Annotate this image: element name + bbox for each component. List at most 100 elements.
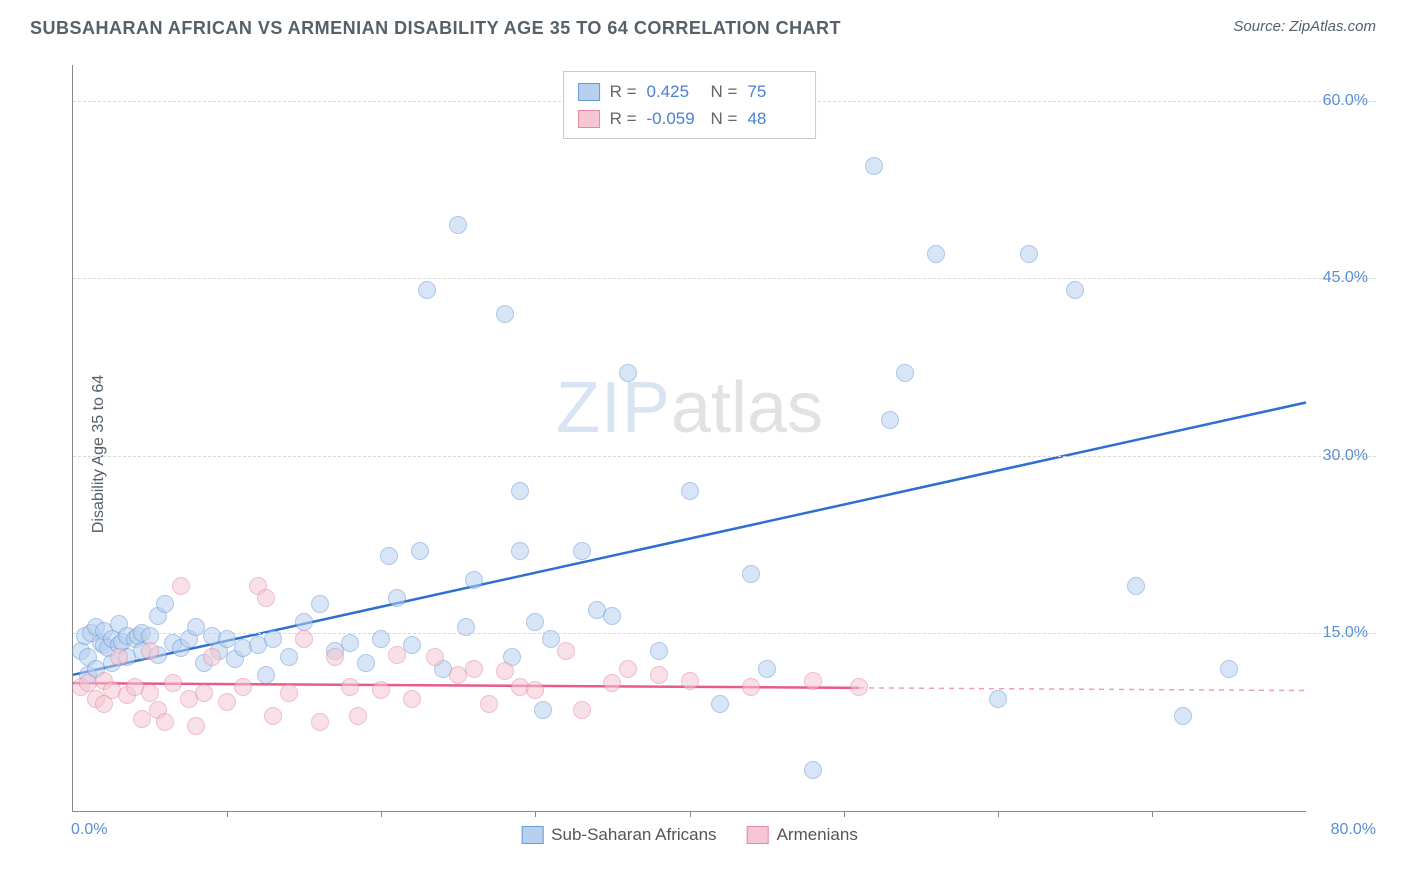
- data-point-subsaharan: [573, 542, 591, 560]
- x-tick: [381, 811, 382, 817]
- data-point-armenian: [465, 660, 483, 678]
- data-point-subsaharan: [1220, 660, 1238, 678]
- data-point-subsaharan: [511, 482, 529, 500]
- data-point-subsaharan: [681, 482, 699, 500]
- data-point-subsaharan: [1127, 577, 1145, 595]
- data-point-armenian: [603, 674, 621, 692]
- data-point-subsaharan: [380, 547, 398, 565]
- data-point-subsaharan: [511, 542, 529, 560]
- data-point-subsaharan: [1066, 281, 1084, 299]
- data-point-subsaharan: [457, 618, 475, 636]
- data-point-armenian: [349, 707, 367, 725]
- data-point-armenian: [742, 678, 760, 696]
- plot-area: ZIPatlas R = 0.425 N = 75 R = -0.059 N =…: [72, 65, 1306, 812]
- data-point-subsaharan: [711, 695, 729, 713]
- data-point-armenian: [218, 693, 236, 711]
- data-point-subsaharan: [372, 630, 390, 648]
- x-tick: [844, 811, 845, 817]
- data-point-armenian: [110, 648, 128, 666]
- x-tick: [998, 811, 999, 817]
- data-point-armenian: [295, 630, 313, 648]
- data-point-armenian: [141, 684, 159, 702]
- stats-row-series-1: R = 0.425 N = 75: [578, 78, 802, 105]
- data-point-subsaharan: [989, 690, 1007, 708]
- data-point-armenian: [480, 695, 498, 713]
- data-point-subsaharan: [295, 613, 313, 631]
- data-point-armenian: [403, 690, 421, 708]
- data-point-subsaharan: [411, 542, 429, 560]
- trendlines-svg: [73, 65, 1306, 811]
- data-point-subsaharan: [1174, 707, 1192, 725]
- swatch-series-2: [578, 110, 600, 128]
- data-point-armenian: [573, 701, 591, 719]
- chart-title: SUBSAHARAN AFRICAN VS ARMENIAN DISABILIT…: [30, 18, 841, 39]
- data-point-armenian: [619, 660, 637, 678]
- data-point-armenian: [141, 642, 159, 660]
- data-point-armenian: [234, 678, 252, 696]
- legend-item-1: Sub-Saharan Africans: [521, 825, 716, 845]
- data-point-subsaharan: [881, 411, 899, 429]
- data-point-armenian: [326, 648, 344, 666]
- data-point-subsaharan: [257, 666, 275, 684]
- stats-legend: R = 0.425 N = 75 R = -0.059 N = 48: [563, 71, 817, 139]
- data-point-armenian: [526, 681, 544, 699]
- data-point-armenian: [203, 648, 221, 666]
- x-tick: [535, 811, 536, 817]
- data-point-subsaharan: [896, 364, 914, 382]
- data-point-subsaharan: [526, 613, 544, 631]
- y-tick-label: 15.0%: [1323, 624, 1368, 642]
- series-legend: Sub-Saharan Africans Armenians: [521, 825, 858, 845]
- stats-row-series-2: R = -0.059 N = 48: [578, 105, 802, 132]
- x-tick: [1152, 811, 1153, 817]
- data-point-armenian: [164, 674, 182, 692]
- data-point-subsaharan: [804, 761, 822, 779]
- source-credit: Source: ZipAtlas.com: [1233, 18, 1376, 35]
- data-point-armenian: [426, 648, 444, 666]
- data-point-armenian: [280, 684, 298, 702]
- data-point-subsaharan: [865, 157, 883, 175]
- data-point-subsaharan: [496, 305, 514, 323]
- data-point-subsaharan: [542, 630, 560, 648]
- data-point-armenian: [257, 589, 275, 607]
- data-point-armenian: [681, 672, 699, 690]
- data-point-subsaharan: [264, 630, 282, 648]
- trendline-extrapolated-armenian: [859, 688, 1306, 691]
- data-point-armenian: [496, 662, 514, 680]
- data-point-armenian: [187, 717, 205, 735]
- data-point-subsaharan: [742, 565, 760, 583]
- data-point-armenian: [195, 684, 213, 702]
- legend-item-2: Armenians: [747, 825, 858, 845]
- data-point-subsaharan: [1020, 245, 1038, 263]
- data-point-subsaharan: [758, 660, 776, 678]
- data-point-subsaharan: [280, 648, 298, 666]
- data-point-armenian: [650, 666, 668, 684]
- y-tick-label: 45.0%: [1323, 269, 1368, 287]
- data-point-subsaharan: [465, 571, 483, 589]
- data-point-subsaharan: [534, 701, 552, 719]
- data-point-armenian: [172, 577, 190, 595]
- data-point-subsaharan: [927, 245, 945, 263]
- data-point-subsaharan: [311, 595, 329, 613]
- data-point-subsaharan: [403, 636, 421, 654]
- data-point-armenian: [264, 707, 282, 725]
- x-tick: [227, 811, 228, 817]
- x-axis-max-label: 80.0%: [1331, 821, 1376, 839]
- gridline: [73, 456, 1376, 457]
- data-point-subsaharan: [341, 634, 359, 652]
- x-axis-min-label: 0.0%: [71, 821, 107, 839]
- data-point-subsaharan: [449, 216, 467, 234]
- y-tick-label: 30.0%: [1323, 447, 1368, 465]
- data-point-armenian: [372, 681, 390, 699]
- gridline: [73, 278, 1376, 279]
- data-point-armenian: [850, 678, 868, 696]
- data-point-subsaharan: [357, 654, 375, 672]
- data-point-subsaharan: [156, 595, 174, 613]
- data-point-subsaharan: [619, 364, 637, 382]
- x-tick: [690, 811, 691, 817]
- chart-container: Disability Age 35 to 64 ZIPatlas R = 0.4…: [50, 55, 1376, 852]
- data-point-armenian: [156, 713, 174, 731]
- data-point-armenian: [311, 713, 329, 731]
- data-point-armenian: [388, 646, 406, 664]
- data-point-subsaharan: [650, 642, 668, 660]
- y-tick-label: 60.0%: [1323, 92, 1368, 110]
